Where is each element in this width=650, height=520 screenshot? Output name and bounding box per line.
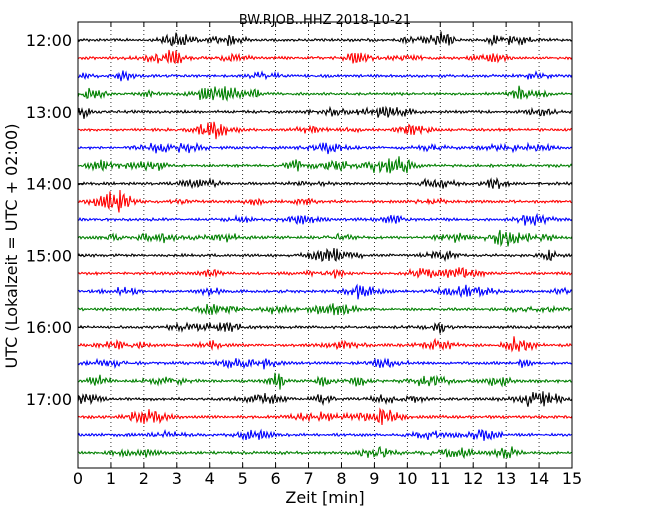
x-tick-label-2: 2 xyxy=(139,469,149,488)
x-tick-label-11: 11 xyxy=(430,469,450,488)
seismic-trace-11 xyxy=(77,229,573,248)
seismic-trace-9 xyxy=(77,189,573,213)
y-tick-label: 16:00 xyxy=(26,318,72,337)
trace-layer xyxy=(77,31,573,460)
x-tick-label-12: 12 xyxy=(463,469,483,488)
seismic-trace-21 xyxy=(77,407,573,425)
seismic-trace-6 xyxy=(77,141,573,155)
seismic-trace-15 xyxy=(77,303,573,316)
seismic-trace-1 xyxy=(77,49,573,65)
x-tick-label-5: 5 xyxy=(238,469,248,488)
seismic-trace-8 xyxy=(77,176,573,190)
x-tick-label-8: 8 xyxy=(336,469,346,488)
seismic-trace-0 xyxy=(77,31,573,47)
x-tick-label-0: 0 xyxy=(73,469,83,488)
chart-title: BW.RJOB..HHZ 2018-10-21 xyxy=(239,13,411,28)
seismic-trace-22 xyxy=(77,428,573,441)
seismic-trace-17 xyxy=(77,336,573,353)
y-tick-label: 14:00 xyxy=(26,175,72,194)
x-tick-label-3: 3 xyxy=(172,469,182,488)
x-tick-label-10: 10 xyxy=(397,469,417,488)
seismic-trace-12 xyxy=(77,247,573,263)
x-tick-label-14: 14 xyxy=(529,469,549,488)
x-tick-label-6: 6 xyxy=(271,469,281,488)
seismic-trace-2 xyxy=(77,70,573,82)
seismic-trace-3 xyxy=(77,85,573,102)
y-axis-label: UTC (Lokalzeit = UTC + 02:00) xyxy=(2,124,21,369)
y-tick-label: 13:00 xyxy=(26,103,72,122)
seismic-trace-5 xyxy=(77,121,573,140)
seismic-trace-13 xyxy=(77,267,573,279)
y-tick-label: 15:00 xyxy=(26,246,72,265)
seismic-trace-20 xyxy=(77,391,573,407)
x-axis-ticks: 0 1 2 3 4 5 6 7 8 9 10 11 12 13 14 15 xyxy=(73,22,582,488)
x-tick-label-7: 7 xyxy=(303,469,313,488)
y-tick-label: 12:00 xyxy=(26,31,72,50)
y-tick-label: 17:00 xyxy=(26,390,72,409)
seismic-trace-7 xyxy=(77,156,573,174)
y-axis-ticks: 12:00 13:00 14:00 15:00 16:00 17:00 xyxy=(26,31,83,409)
x-tick-label-13: 13 xyxy=(496,469,516,488)
x-tick-label-1: 1 xyxy=(106,469,116,488)
plot-frame xyxy=(77,21,573,469)
seismic-trace-10 xyxy=(77,212,573,226)
seismic-trace-19 xyxy=(77,372,573,390)
seismic-trace-18 xyxy=(77,357,573,370)
x-tick-label-4: 4 xyxy=(205,469,215,488)
x-tick-label-9: 9 xyxy=(369,469,379,488)
seismic-trace-16 xyxy=(77,321,573,334)
seismic-trace-14 xyxy=(77,283,573,300)
x-axis-label: Zeit [min] xyxy=(285,488,364,507)
seismic-trace-4 xyxy=(77,105,573,119)
seismic-trace-23 xyxy=(77,445,573,460)
x-tick-label-15: 15 xyxy=(562,469,582,488)
